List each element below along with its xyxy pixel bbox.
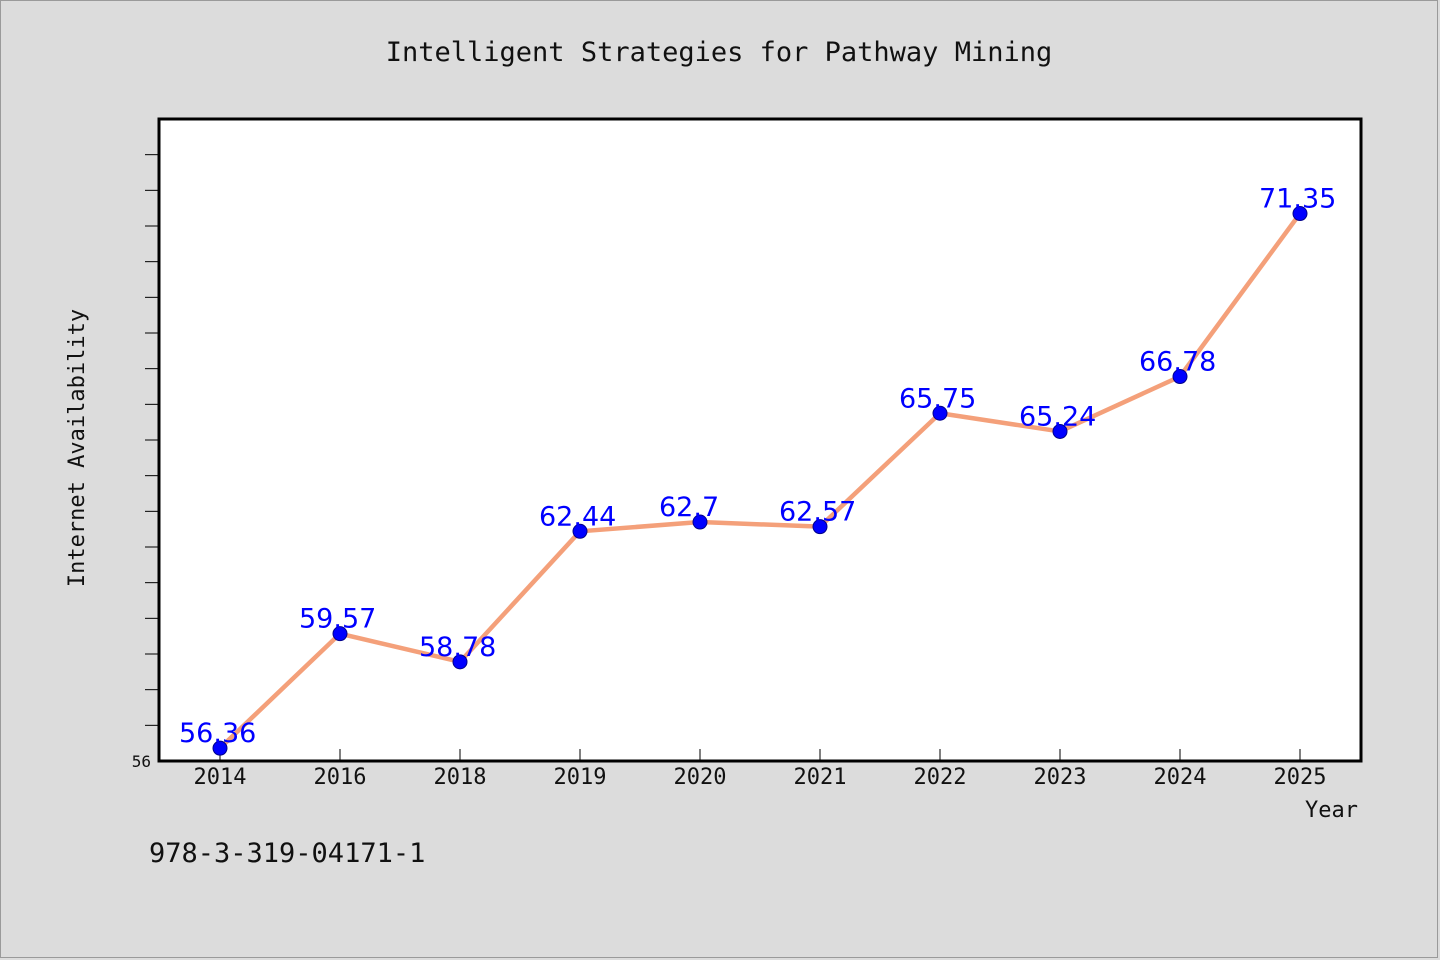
- data-label: 58.78: [419, 632, 496, 663]
- data-point: [332, 626, 348, 642]
- y-axis-label: Internet Availability: [65, 309, 90, 587]
- data-label: 62.7: [659, 492, 719, 523]
- data-label: 65.75: [899, 383, 976, 414]
- data-label: 62.57: [779, 497, 856, 528]
- data-point: [1052, 423, 1068, 439]
- x-tick-label: 2025: [1274, 765, 1327, 790]
- x-axis-ticks: 2014 2016 2018 2019 2020 2021 2022 2023 2024 2025: [194, 749, 1327, 790]
- data-label: 71.35: [1259, 184, 1336, 215]
- data-label: 62.44: [539, 501, 616, 532]
- series-line: [217, 211, 1303, 751]
- x-tick-label: 2014: [194, 765, 247, 790]
- data-label: 59.57: [299, 604, 376, 635]
- data-point: [212, 740, 228, 756]
- data-label: 66.78: [1139, 347, 1216, 378]
- data-point: [692, 514, 708, 530]
- x-tick-label: 2022: [914, 765, 967, 790]
- x-tick-label: 2018: [434, 765, 487, 790]
- x-tick-label: 2019: [554, 765, 607, 790]
- data-point: [1292, 206, 1308, 222]
- x-tick-label: 2021: [794, 765, 847, 790]
- footer-isbn: 978-3-319-04171-1: [149, 838, 425, 869]
- data-point: [932, 405, 948, 421]
- data-point: [572, 523, 588, 539]
- x-axis-label: Year: [1305, 798, 1358, 823]
- y-tick-label: 56: [132, 752, 151, 771]
- x-tick-label: 2020: [674, 765, 727, 790]
- plot-area: [157, 117, 1363, 763]
- data-point: [1172, 369, 1188, 385]
- data-point: [452, 654, 468, 670]
- x-tick-label: 2023: [1034, 765, 1087, 790]
- data-point: [812, 519, 828, 535]
- data-label: 65.24: [1019, 401, 1096, 432]
- chart-title: Intelligent Strategies for Pathway Minin…: [386, 37, 1052, 68]
- y-axis-ticks: 56: [132, 154, 159, 771]
- x-tick-label: 2016: [314, 765, 367, 790]
- data-label: 56.36: [179, 718, 256, 749]
- series-layer: 56.36 59.57 58.78 62.44 62.7 62.57 65.75 65.24 6…: [179, 184, 1336, 756]
- x-tick-label: 2024: [1154, 765, 1207, 790]
